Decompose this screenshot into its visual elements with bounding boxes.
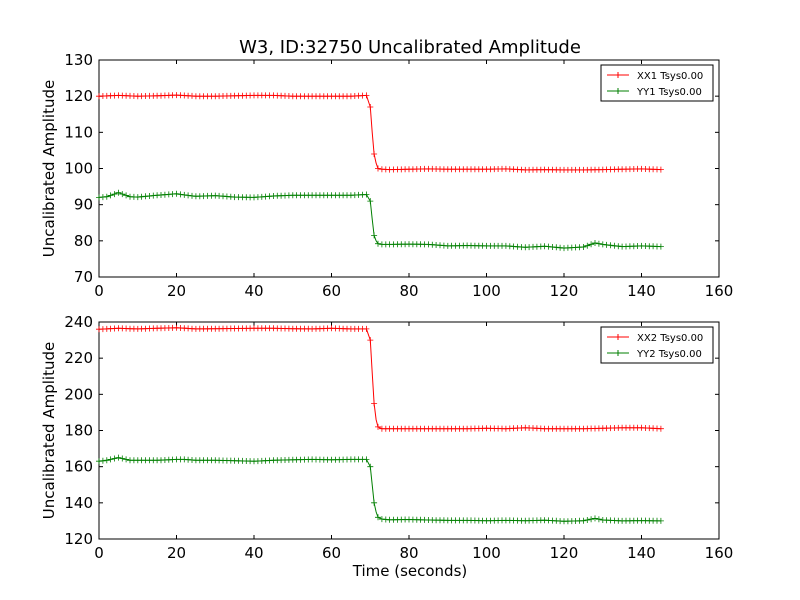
x-tick-label: 100 xyxy=(472,282,501,300)
legend-label: YY1 Tsys0.00 xyxy=(636,87,702,98)
y-tick-label: 120 xyxy=(64,530,93,548)
y-tick-label: 70 xyxy=(74,268,93,286)
x-axis-label: Time (seconds) xyxy=(352,562,468,580)
x-tick-label: 160 xyxy=(705,544,734,562)
x-tick-label: 40 xyxy=(244,544,263,562)
legend-label: XX2 Tsys0.00 xyxy=(637,333,703,344)
y-tick-label: 80 xyxy=(74,232,93,250)
x-tick-label: 0 xyxy=(94,544,104,562)
y-tick-label: 120 xyxy=(64,87,93,105)
series-markers xyxy=(96,454,664,525)
x-tick-label: 80 xyxy=(399,282,418,300)
legend-marker xyxy=(615,334,621,340)
legend-label: XX1 Tsys0.00 xyxy=(637,71,703,82)
x-tick-label: 120 xyxy=(550,282,579,300)
x-tick-label: 20 xyxy=(167,544,186,562)
bottom-subplot: 0 20 40 60 80 100 120 140 160 120 140 160 180 200 220 2… xyxy=(40,313,733,562)
legend: XX2 Tsys0.00 YY2 Tsys0.00 xyxy=(600,326,714,364)
legend-marker xyxy=(615,88,621,94)
legend: XX1 Tsys0.00 YY1 Tsys0.00 xyxy=(600,64,714,102)
series-yy xyxy=(96,189,664,252)
series-xx xyxy=(96,324,664,432)
x-tick-label: 160 xyxy=(705,282,734,300)
y-tick-label: 200 xyxy=(64,385,93,403)
legend-marker xyxy=(615,350,621,356)
series-markers xyxy=(96,92,664,173)
x-tick-label: 20 xyxy=(167,282,186,300)
x-tick-label: 120 xyxy=(550,544,579,562)
y-tick-label: 110 xyxy=(64,123,93,141)
y-tick-label: 220 xyxy=(64,349,93,367)
y-tick-label: 240 xyxy=(64,313,93,331)
x-tick-label: 80 xyxy=(399,544,418,562)
series-yy xyxy=(96,454,664,525)
legend-box xyxy=(600,326,714,364)
series-xx xyxy=(96,92,664,173)
y-tick-label: 100 xyxy=(64,160,93,178)
x-tick-label: 0 xyxy=(94,282,104,300)
figure-title: W3, ID:32750 Uncalibrated Amplitude xyxy=(239,37,581,58)
series-markers xyxy=(96,324,664,432)
x-tick-label: 140 xyxy=(627,544,656,562)
top-subplot: 0 20 40 60 80 100 120 140 160 70 80 90 100 110 120 130 U… xyxy=(40,51,733,300)
y-tick-label: 160 xyxy=(64,458,93,476)
y-tick-label: 130 xyxy=(64,51,93,69)
x-tick-label: 140 xyxy=(627,282,656,300)
legend-box xyxy=(600,64,714,102)
y-tick-label: 180 xyxy=(64,422,93,440)
x-tick-label: 60 xyxy=(322,544,341,562)
x-tick-label: 100 xyxy=(472,544,501,562)
y-axis-label: Uncalibrated Amplitude xyxy=(40,80,58,257)
series-markers xyxy=(96,189,664,252)
legend-label: YY2 Tsys0.00 xyxy=(636,349,702,360)
x-tick-label: 40 xyxy=(244,282,263,300)
y-tick-label: 140 xyxy=(64,494,93,512)
y-tick-label: 90 xyxy=(74,196,93,214)
x-tick-label: 60 xyxy=(322,282,341,300)
legend-marker xyxy=(615,72,621,78)
y-axis-label: Uncalibrated Amplitude xyxy=(40,342,58,519)
